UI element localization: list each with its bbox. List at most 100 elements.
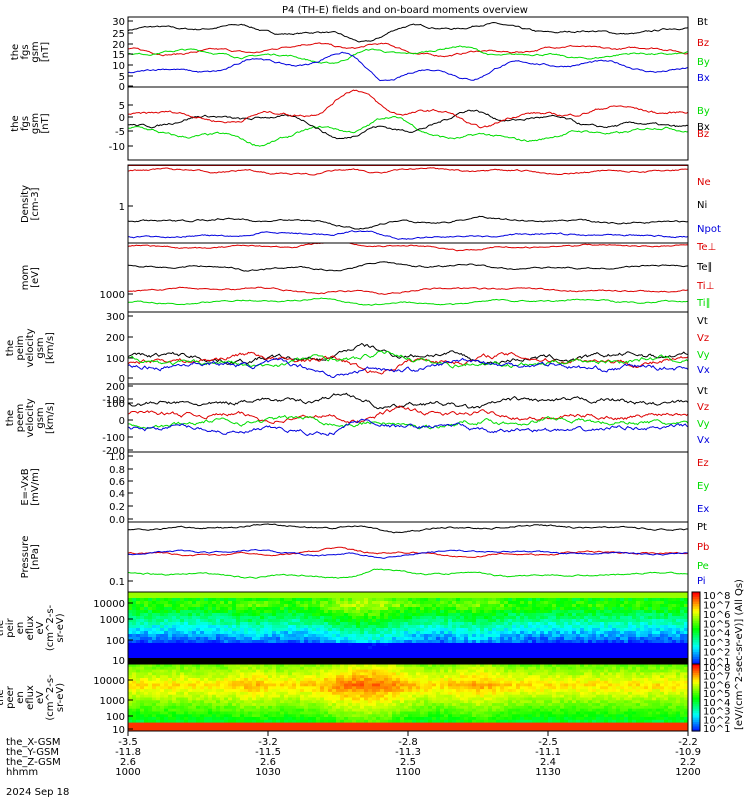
spectrogram-cell [304, 646, 309, 650]
spectrogram-cell [228, 703, 233, 707]
spectrogram-cell [276, 666, 281, 671]
spectrogram-cell [252, 669, 257, 673]
spectrogram-cell [208, 646, 213, 650]
spectrogram-cell [348, 592, 353, 596]
spectrogram-cell [584, 631, 589, 635]
spectrogram-cell [348, 619, 353, 623]
spectrogram-cell [200, 714, 205, 718]
spectrogram-cell [132, 703, 137, 707]
spectrogram-cell [208, 604, 213, 608]
spectrogram-cell [196, 722, 201, 726]
spectrogram-cell [448, 613, 453, 617]
spectrogram-cell [232, 664, 237, 668]
spectrogram-cell [636, 625, 641, 629]
spectrogram-cell [188, 637, 193, 641]
spectrogram-cell [528, 610, 533, 614]
spectrogram-cell [224, 680, 229, 685]
spectrogram-cell [180, 714, 185, 718]
spectrogram-cell [220, 628, 225, 632]
spectrogram-cell [548, 601, 553, 605]
spectrogram-cell [148, 649, 153, 653]
spectrogram-cell [228, 719, 233, 724]
spectrogram-cell [592, 607, 597, 611]
spectrogram-cell [208, 592, 213, 596]
spectrogram-cell [256, 725, 261, 729]
spectrogram-cell [384, 625, 389, 629]
spectrogram-cell [516, 619, 521, 623]
spectrogram-cell [240, 680, 245, 685]
spectrogram-cell [340, 631, 345, 635]
spectrogram-cell [536, 604, 541, 608]
spectrogram-cell [168, 616, 173, 620]
spectrogram-cell [216, 646, 221, 650]
spectrogram-cell [376, 598, 381, 602]
spectrogram-cell [576, 649, 581, 653]
spectrogram-cell [600, 649, 605, 653]
spectrogram-cell [680, 592, 685, 596]
spectrogram-cell [324, 700, 329, 704]
spectrogram-cell [524, 592, 529, 596]
spectrogram-cell [328, 613, 333, 617]
spectrogram-cell [268, 640, 273, 644]
spectrogram-cell [288, 631, 293, 635]
spectrogram-cell [236, 722, 241, 726]
spectrogram-cell [260, 643, 265, 647]
spectrogram-cell [544, 625, 549, 629]
spectrogram-cell [548, 652, 553, 656]
spectrogram-cell [200, 622, 205, 626]
spectrogram-cell [144, 631, 149, 635]
spectrogram-cell [168, 652, 173, 656]
spectrogram-cell [196, 708, 201, 713]
spectrogram-cell [320, 680, 325, 685]
spectrogram-cell [244, 649, 249, 653]
spectrogram-cell [320, 711, 325, 715]
spectrogram-cell [332, 675, 337, 679]
spectrogram-cell [276, 686, 281, 690]
spectrogram-cell [668, 607, 673, 611]
spectrogram-cell [360, 714, 365, 718]
spectrogram-cell [200, 666, 205, 671]
spectrogram-cell [468, 595, 473, 599]
spectrogram-cell [680, 631, 685, 635]
spectrogram-cell [320, 666, 325, 671]
y-axis-label-line: [km/s] [45, 332, 56, 364]
spectrogram-cell [308, 714, 313, 718]
spectrogram-cell [128, 703, 133, 707]
spectrogram-cell [332, 652, 337, 656]
spectrogram-cell [220, 697, 225, 701]
spectrogram-cell [284, 646, 289, 650]
spectrogram-cell [428, 601, 433, 605]
spectrogram-cell [188, 595, 193, 599]
spectrogram-cell [196, 634, 201, 638]
spectrogram-cell [304, 719, 309, 724]
spectrogram-cell [360, 655, 365, 659]
spectrogram-cell [144, 634, 149, 638]
spectrogram-cell [336, 697, 341, 701]
spectrogram-cell [200, 631, 205, 635]
spectrogram-cell [636, 652, 641, 656]
spectrogram-cell [184, 625, 189, 629]
spectrogram-cell [172, 634, 177, 638]
spectrogram-cell [436, 610, 441, 614]
spectrogram-cell [608, 604, 613, 608]
spectrogram-cell [176, 664, 181, 668]
spectrogram-cell [336, 655, 341, 659]
spectrogram-cell [584, 640, 589, 644]
spectrogram-cell [460, 655, 465, 659]
spectrogram-cell [272, 705, 277, 710]
spectrogram-cell [240, 655, 245, 659]
spectrogram-cell [564, 628, 569, 632]
spectrogram-cell [132, 686, 137, 690]
spectrogram-cell [212, 655, 217, 659]
spectrogram-cell [292, 643, 297, 647]
spectrogram-cell [428, 646, 433, 650]
spectrogram-cell [472, 631, 477, 635]
spectrogram-cell [340, 714, 345, 718]
spectrogram-cell [668, 643, 673, 647]
spectrogram-cell [600, 646, 605, 650]
spectrogram-cell [236, 625, 241, 629]
spectrogram-cell [164, 691, 169, 696]
spectrogram-cell [176, 683, 181, 687]
spectrogram-cell [208, 719, 213, 724]
spectrogram-cell [256, 728, 261, 731]
